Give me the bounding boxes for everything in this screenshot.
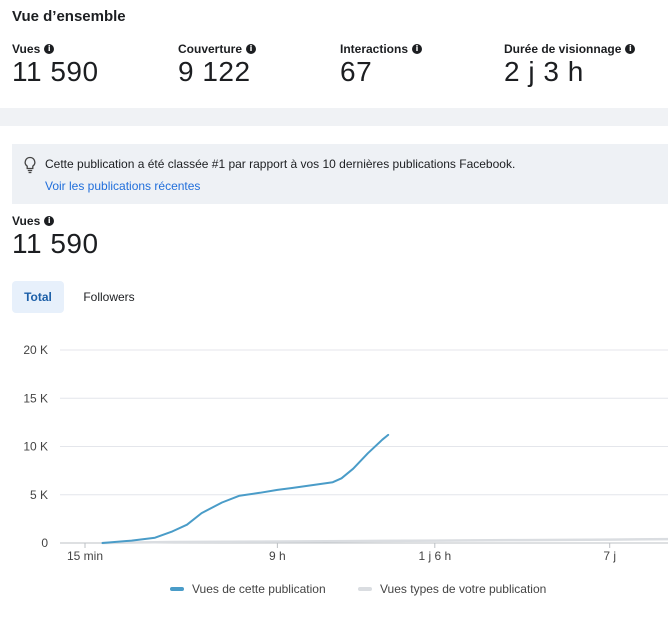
legend-swatch (358, 587, 372, 591)
metric-reach: Couverture i 9 122 (178, 42, 257, 88)
overview-title: Vue d’ensemble (12, 8, 126, 25)
y-tick-label: 10 K (23, 440, 48, 454)
legend-label: Vues types de votre publication (380, 582, 547, 596)
info-icon[interactable]: i (44, 44, 55, 54)
x-tick-label: 7 j (603, 549, 616, 563)
metric-views-value: 11 590 (12, 56, 99, 87)
metric-reach-label: Couverture (178, 42, 243, 56)
metric-interactions-label: Interactions (340, 42, 409, 56)
views-section: Vues i 11 590 (12, 214, 99, 260)
info-icon[interactable]: i (625, 44, 636, 54)
recent-posts-link[interactable]: Voir les publications récentes (45, 179, 201, 193)
legend-item-typical-views[interactable]: Vues types de votre publication (358, 582, 546, 596)
metric-watch-time-value: 2 j 3 h (504, 56, 584, 87)
views-section-label: Vues (12, 214, 41, 228)
legend-swatch (170, 587, 184, 591)
views-section-value: 11 590 (12, 228, 99, 259)
x-tick-label: 15 min (67, 549, 103, 563)
metric-watch-time: Durée de visionnage i 2 j 3 h (504, 42, 636, 88)
legend-item-post-views[interactable]: Vues de cette publication (170, 582, 326, 596)
y-tick-label: 5 K (30, 488, 48, 502)
y-tick-label: 20 K (23, 343, 48, 357)
series-line (101, 433, 390, 544)
lightbulb-icon (24, 156, 36, 174)
legend-label: Vues de cette publication (192, 582, 326, 596)
y-tick-label: 0 (41, 536, 48, 550)
ranking-banner (12, 144, 668, 204)
info-icon[interactable]: i (412, 44, 423, 54)
tab-total[interactable]: Total (12, 281, 64, 313)
metric-views-label: Vues (12, 42, 41, 56)
series-line (101, 537, 668, 545)
x-tick-label: 9 h (269, 549, 286, 563)
metric-interactions-value: 67 (340, 56, 373, 87)
info-icon[interactable]: i (44, 216, 55, 226)
info-icon[interactable]: i (246, 44, 257, 54)
metric-watch-time-label: Durée de visionnage (504, 42, 622, 56)
metric-interactions: Interactions i 67 (340, 42, 423, 88)
metric-views: Vues i 11 590 (12, 42, 99, 88)
views-line-chart: 0 5 K 10 K 15 K 20 K 15 min 9 h 1 j 6 h 7 j (23, 343, 668, 563)
metric-reach-value: 9 122 (178, 56, 251, 87)
section-divider (0, 108, 668, 126)
banner-text: Cette publication a été classée #1 par r… (45, 157, 516, 171)
tab-followers[interactable]: Followers (83, 290, 135, 304)
x-tick-label: 1 j 6 h (418, 549, 451, 563)
y-tick-label: 15 K (23, 391, 48, 405)
